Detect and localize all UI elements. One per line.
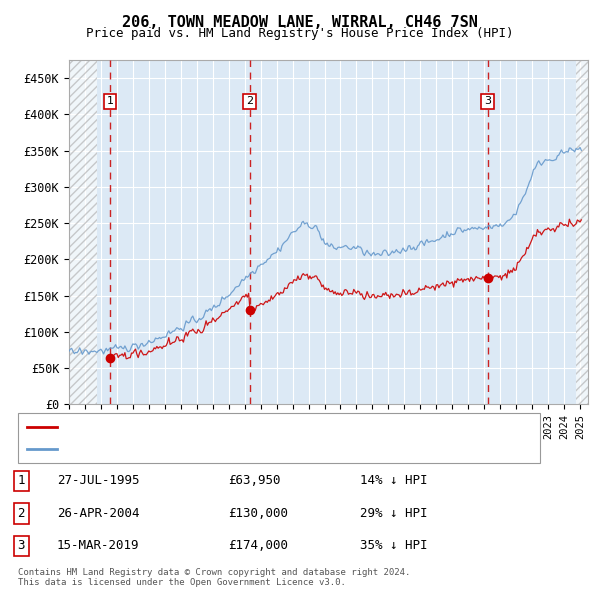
- Text: 2: 2: [17, 507, 25, 520]
- Text: 3: 3: [17, 539, 25, 552]
- Text: 26-APR-2004: 26-APR-2004: [57, 507, 139, 520]
- Text: 2: 2: [246, 96, 253, 106]
- Text: 29% ↓ HPI: 29% ↓ HPI: [360, 507, 427, 520]
- Text: 27-JUL-1995: 27-JUL-1995: [57, 474, 139, 487]
- Text: 14% ↓ HPI: 14% ↓ HPI: [360, 474, 427, 487]
- Text: 1: 1: [17, 474, 25, 487]
- Text: 3: 3: [484, 96, 491, 106]
- Text: 1: 1: [107, 96, 113, 106]
- Text: HPI: Average price, detached house, Wirral: HPI: Average price, detached house, Wirr…: [63, 444, 347, 454]
- Text: £130,000: £130,000: [228, 507, 288, 520]
- Text: 206, TOWN MEADOW LANE, WIRRAL, CH46 7SN (detached house): 206, TOWN MEADOW LANE, WIRRAL, CH46 7SN …: [63, 422, 441, 432]
- Text: 15-MAR-2019: 15-MAR-2019: [57, 539, 139, 552]
- Text: 206, TOWN MEADOW LANE, WIRRAL, CH46 7SN: 206, TOWN MEADOW LANE, WIRRAL, CH46 7SN: [122, 15, 478, 30]
- Text: Contains HM Land Registry data © Crown copyright and database right 2024.
This d: Contains HM Land Registry data © Crown c…: [18, 568, 410, 587]
- Bar: [69, 60, 97, 404]
- Bar: [576, 60, 588, 404]
- Text: £63,950: £63,950: [228, 474, 281, 487]
- Text: 35% ↓ HPI: 35% ↓ HPI: [360, 539, 427, 552]
- Text: £174,000: £174,000: [228, 539, 288, 552]
- Text: Price paid vs. HM Land Registry's House Price Index (HPI): Price paid vs. HM Land Registry's House …: [86, 27, 514, 40]
